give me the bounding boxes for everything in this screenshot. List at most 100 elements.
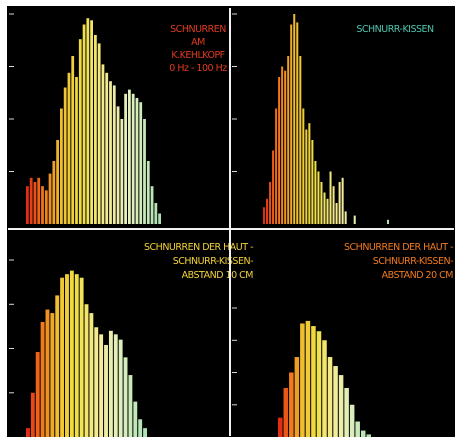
spectrum-bar <box>49 174 52 224</box>
spectrum-bar <box>119 340 123 437</box>
title-line: SCHNURR-KISSEN- <box>173 256 253 267</box>
title-line: SCHNURR-KISSEN <box>356 24 434 35</box>
spectrum-bar <box>323 193 325 225</box>
spectrum-bar <box>306 321 311 437</box>
spectrum-bar <box>133 402 137 437</box>
spectrum-bar <box>75 274 79 437</box>
title-line: K.KEHLKOPF <box>171 50 224 61</box>
title-line: 0 Hz - 100 Hz <box>169 63 227 74</box>
spectrum-bar <box>102 64 105 224</box>
spectrum-bar <box>387 220 389 224</box>
spectrum-bar <box>117 106 120 224</box>
spectrum-bar <box>355 422 360 437</box>
spectrum-bar <box>336 203 338 224</box>
title-line: ABSTAND 20 CM <box>382 270 454 281</box>
spectrum-bar <box>339 375 344 437</box>
spectrum-bar <box>366 434 371 437</box>
spectrum-bar <box>55 295 59 437</box>
spectrum-bar <box>139 102 142 224</box>
spectrum-bar <box>45 190 48 224</box>
spectrum-bar <box>64 88 67 225</box>
spectrum-bar <box>85 304 89 437</box>
spectrum-bar <box>342 178 344 224</box>
title-line: SCHNURREN <box>170 24 226 35</box>
spectrum-bar <box>80 278 84 437</box>
spectrum-bar <box>70 271 74 437</box>
spectrum-bar <box>36 352 40 437</box>
spectrum-bar <box>105 73 108 224</box>
spectrum-bar <box>50 313 54 437</box>
spectrum-bar <box>344 388 349 437</box>
spectrum-bar <box>275 109 277 225</box>
title-line: SCHNURR-KISSEN- <box>373 256 453 267</box>
spectrum-bar <box>89 313 93 437</box>
spectrum-bar <box>328 357 333 437</box>
spectrum-bar <box>272 151 274 225</box>
spectrum-bar <box>31 393 35 437</box>
spectrum-bar <box>90 20 93 224</box>
spectrum-bar <box>132 94 135 224</box>
spectrum-bar <box>287 56 289 224</box>
spectrum-bar <box>75 77 78 224</box>
spectrum-bar <box>26 428 30 437</box>
spectrum-bar <box>86 18 89 224</box>
spectrum-bar <box>305 130 307 225</box>
spectrum-bar <box>113 85 116 224</box>
title-line: SCHNURREN DER HAUT - <box>144 242 253 253</box>
spectrum-bar <box>317 172 319 225</box>
spectrum-bar <box>266 199 268 224</box>
spectrum-bar <box>289 373 294 438</box>
spectrum-bar <box>46 310 50 437</box>
spectrum-bar <box>308 123 310 224</box>
spectrum-bar <box>94 35 97 224</box>
spectrum-bar <box>41 322 45 437</box>
spectrum-bar <box>302 109 304 225</box>
spectrum-bar <box>65 274 69 437</box>
title-line: ABSTAND 10 CM <box>182 270 254 281</box>
spectrum-bar <box>71 56 74 224</box>
spectrum-bar <box>30 178 33 224</box>
spectrum-bar <box>300 323 305 437</box>
spectrum-bar <box>293 14 295 224</box>
spectrum-bar <box>98 43 101 224</box>
spectrum-bar <box>109 81 112 224</box>
spectrum-bar <box>320 182 322 224</box>
spectrum-bar <box>60 109 63 225</box>
spectrum-bar <box>322 340 327 437</box>
spectrum-bar <box>52 161 55 224</box>
spectrum-bar <box>278 418 283 437</box>
spectrum-bar <box>311 326 316 437</box>
spectrum-bar <box>138 419 142 437</box>
spectrum-bar <box>327 199 329 224</box>
spectrum-bar <box>263 207 265 224</box>
spectrum-bar <box>333 366 338 437</box>
spectrum-bar <box>26 186 29 224</box>
spectrum-bar <box>120 119 123 224</box>
spectrum-bar <box>339 182 341 224</box>
spectrum-bar <box>56 140 59 224</box>
spectrum-bar <box>124 357 128 437</box>
spectrum-bar <box>99 334 103 437</box>
spectrum-bar <box>79 39 82 224</box>
spectrum-bar <box>60 278 64 437</box>
spectrum-bar <box>128 90 131 224</box>
title-line: SCHNURREN DER HAUT - <box>344 242 453 253</box>
spectrum-bar <box>128 375 132 437</box>
spectrum-bar <box>269 182 271 224</box>
spectrum-bar <box>333 186 335 224</box>
spectrum-bar <box>104 345 108 437</box>
spectrum-bar <box>41 186 44 224</box>
spectrum-bar <box>278 77 280 224</box>
spectrum-bar <box>124 94 127 224</box>
spectrum-bar <box>281 67 283 225</box>
spectrum-bar <box>83 25 86 225</box>
spectrum-bar <box>143 428 147 437</box>
spectrum-bar <box>311 140 313 224</box>
spectrum-bar <box>295 357 300 437</box>
spectrum-bar <box>284 71 286 224</box>
spectrum-bar <box>314 161 316 224</box>
spectrum-bar <box>34 182 37 224</box>
spectrum-bar <box>114 334 118 437</box>
spectrum-bar <box>296 22 298 224</box>
